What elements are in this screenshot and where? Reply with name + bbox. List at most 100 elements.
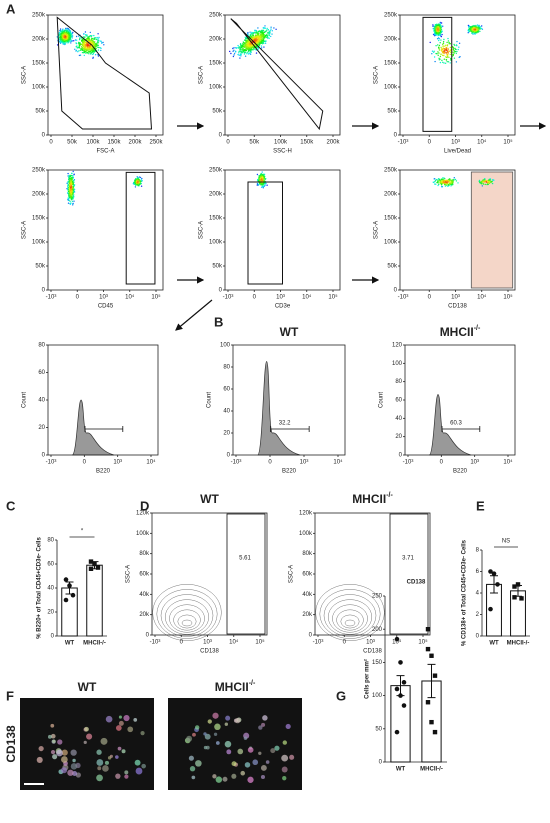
event-dot (139, 176, 142, 179)
event-dot (90, 36, 93, 38)
cell (134, 759, 141, 766)
event-dot (90, 50, 92, 52)
event-dot (138, 176, 141, 178)
panel-letter: E (476, 498, 485, 513)
gate (389, 513, 429, 635)
data-point (425, 627, 431, 632)
event-dot (445, 46, 447, 49)
y-tick-label: 0 (219, 133, 223, 139)
event-dot (245, 41, 247, 43)
event-dot (84, 42, 86, 44)
event-dot (90, 46, 93, 48)
event-dot (91, 37, 93, 40)
event-dot (240, 44, 242, 47)
y-tick-label: 20 (47, 610, 54, 616)
event-dot (71, 172, 73, 175)
event-dot (59, 37, 61, 39)
event-dot (239, 57, 241, 59)
data-point (394, 636, 400, 642)
cell (237, 748, 244, 755)
event-dot (457, 48, 459, 51)
data-point (515, 582, 521, 587)
event-dot (261, 43, 264, 45)
event-dot (247, 48, 250, 50)
event-dot (437, 24, 439, 26)
event-dot (133, 183, 136, 185)
image-title: WT (78, 680, 97, 694)
y-tick-label: 250k (209, 13, 223, 19)
event-dot (76, 47, 79, 49)
event-dot (447, 52, 449, 54)
x-axis-label: FSC-A (97, 149, 115, 155)
event-dot (261, 176, 263, 178)
event-dot (443, 38, 445, 41)
event-dot (270, 28, 272, 30)
event-dot (264, 25, 266, 27)
event-dot (263, 176, 265, 178)
x-tick-label: 10³ (203, 640, 212, 646)
event-dot (244, 46, 246, 48)
event-dot (239, 54, 241, 56)
y-axis-label: SSC-A (22, 66, 28, 84)
event-dot (70, 42, 72, 44)
cell (240, 770, 246, 776)
cell (118, 720, 124, 726)
event-dot (434, 31, 436, 33)
arrows (175, 122, 547, 331)
gate (125, 171, 156, 285)
event-dot (262, 185, 264, 188)
cell (86, 733, 93, 740)
event-dot (70, 34, 72, 36)
cell (270, 748, 276, 754)
event-dot (435, 34, 437, 36)
histogram (257, 361, 301, 456)
data-point (92, 561, 97, 567)
event-dot (74, 48, 76, 50)
y-tick-label: 60k (139, 572, 150, 578)
y-tick-label: 80 (38, 343, 45, 349)
event-dot (271, 33, 273, 35)
event-dot (71, 198, 73, 200)
event-dot (458, 42, 461, 44)
event-dot (71, 200, 74, 203)
event-dot (258, 174, 260, 177)
event-dot (439, 61, 442, 64)
event-dot (66, 188, 68, 190)
cell (189, 766, 196, 772)
y-tick-label: 60 (223, 387, 230, 393)
cell (50, 750, 56, 755)
event-dot (238, 54, 240, 56)
event-dot (71, 33, 74, 35)
event-dot (70, 196, 72, 198)
cell (56, 749, 63, 757)
event-dot (78, 54, 81, 57)
event-dot (265, 29, 268, 31)
event-dot (68, 174, 71, 177)
event-dot (72, 196, 74, 198)
y-axis-label: SSC-A (22, 221, 28, 239)
contour (315, 584, 385, 641)
event-dot (86, 34, 88, 36)
event-dot (492, 179, 494, 181)
event-dot (256, 40, 258, 43)
event-dot (250, 45, 252, 47)
event-dot (473, 30, 476, 32)
event-dot (87, 37, 89, 39)
event-dot (477, 28, 479, 31)
event-dot (78, 42, 80, 45)
event-dot (69, 36, 72, 39)
event-dot (67, 181, 69, 183)
y-tick-label: 120k (299, 511, 313, 517)
event-dot (443, 50, 445, 52)
y-axis-label: SSC-A (199, 221, 205, 239)
panel-letter: B (214, 314, 223, 329)
cell (207, 719, 212, 724)
event-dot (452, 49, 455, 51)
cell (96, 759, 104, 766)
event-dot (70, 175, 72, 177)
gate-label: 3.71 (402, 556, 414, 562)
event-dot (449, 62, 451, 64)
event-dot (467, 24, 470, 27)
event-dot (454, 48, 457, 50)
event-dot (75, 35, 78, 38)
